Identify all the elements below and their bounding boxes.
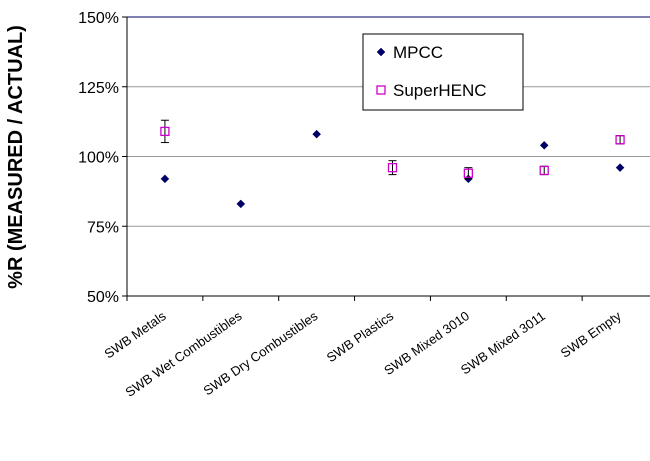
mpcc-point xyxy=(312,129,321,139)
y-tick-label: 75% xyxy=(87,219,119,236)
mpcc-point xyxy=(539,140,549,150)
legend-label: SuperHENC xyxy=(393,81,487,100)
superhenc-point xyxy=(463,168,474,178)
y-tick-label: 150% xyxy=(78,10,119,27)
superhenc-point xyxy=(160,126,170,137)
legend-marker-mpcc xyxy=(376,47,386,57)
x-category-label: SWB Metals xyxy=(101,308,169,362)
legend-marker-superhenc xyxy=(376,85,386,95)
x-category-label: SWB Empty xyxy=(558,308,624,361)
x-category-label: SWB Mixed 3011 xyxy=(458,308,548,377)
superhenc-point xyxy=(615,135,625,145)
series-layer xyxy=(160,119,625,209)
y-ticks: 50% 75% 100% 125% 150% xyxy=(78,10,127,306)
superhenc-point xyxy=(387,163,398,173)
mpcc-point xyxy=(615,163,625,173)
mpcc-point xyxy=(160,174,170,184)
y-tick-label: 125% xyxy=(78,80,119,97)
mpcc-point xyxy=(236,199,246,209)
legend-label: MPCC xyxy=(393,43,443,62)
y-tick-label: 100% xyxy=(78,150,119,167)
y-tick-label: 50% xyxy=(87,289,119,306)
y-axis-label: %R (MEASURED / ACTUAL) xyxy=(5,25,27,289)
legend-box xyxy=(362,33,524,111)
superhenc-point xyxy=(539,165,549,176)
x-category-label: SWB Plastics xyxy=(324,308,397,365)
legend: MPCC SuperHENC xyxy=(362,33,524,111)
